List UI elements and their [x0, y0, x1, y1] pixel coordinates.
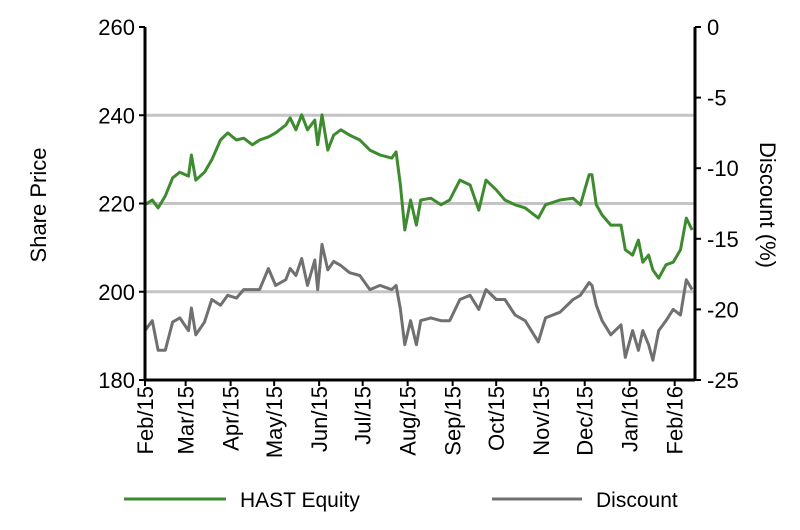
y2-axis-title: Discount (%): [755, 142, 780, 268]
legend-label-hast-equity: HAST Equity: [240, 489, 360, 512]
y2-tick-label: -15: [707, 227, 739, 252]
x-tick-label: Apr/15: [219, 386, 244, 451]
legend-label-discount: Discount: [596, 489, 678, 512]
x-tick-label: Jun/15: [307, 386, 332, 452]
x-tick-label: Dec/15: [573, 386, 598, 456]
axes: 180 200 220 240 260 -25 -20 -15 -10 -5 0 Feb/15 Mar/…: [98, 15, 739, 458]
y-axis-title: Share Price: [26, 148, 51, 263]
y-tick-label: 200: [98, 280, 135, 305]
x-tick-label: Aug/15: [396, 386, 421, 456]
legend: HAST Equity Discount: [124, 489, 678, 512]
y-tick-label: 240: [98, 103, 135, 128]
x-tick-label: Feb/16: [663, 386, 688, 455]
x-tick-label: Jul/15: [351, 386, 376, 445]
x-tick-label: Sep/15: [441, 386, 466, 456]
y-tick-label: 220: [98, 192, 135, 217]
y-tick-label: 260: [98, 15, 135, 40]
y-tick-label: 180: [98, 368, 135, 393]
series-line-discount: [143, 242, 694, 362]
x-tick-label: Mar/15: [174, 386, 199, 454]
y2-tick-label: -5: [707, 86, 727, 111]
y2-tick-label: -10: [707, 156, 739, 181]
series-line-hast-equity: [144, 113, 694, 280]
series-lines: [143, 113, 694, 362]
x-tick-label: Jan/16: [618, 386, 643, 452]
x-tick-label: May/15: [262, 386, 287, 458]
x-tick-label: Nov/15: [529, 386, 554, 456]
x-tick-label: Feb/15: [133, 386, 158, 455]
y2-tick-label: -25: [707, 368, 739, 393]
y2-tick-label: 0: [707, 15, 719, 40]
y2-tick-label: -20: [707, 297, 739, 322]
x-tick-label: Oct/15: [484, 386, 509, 451]
